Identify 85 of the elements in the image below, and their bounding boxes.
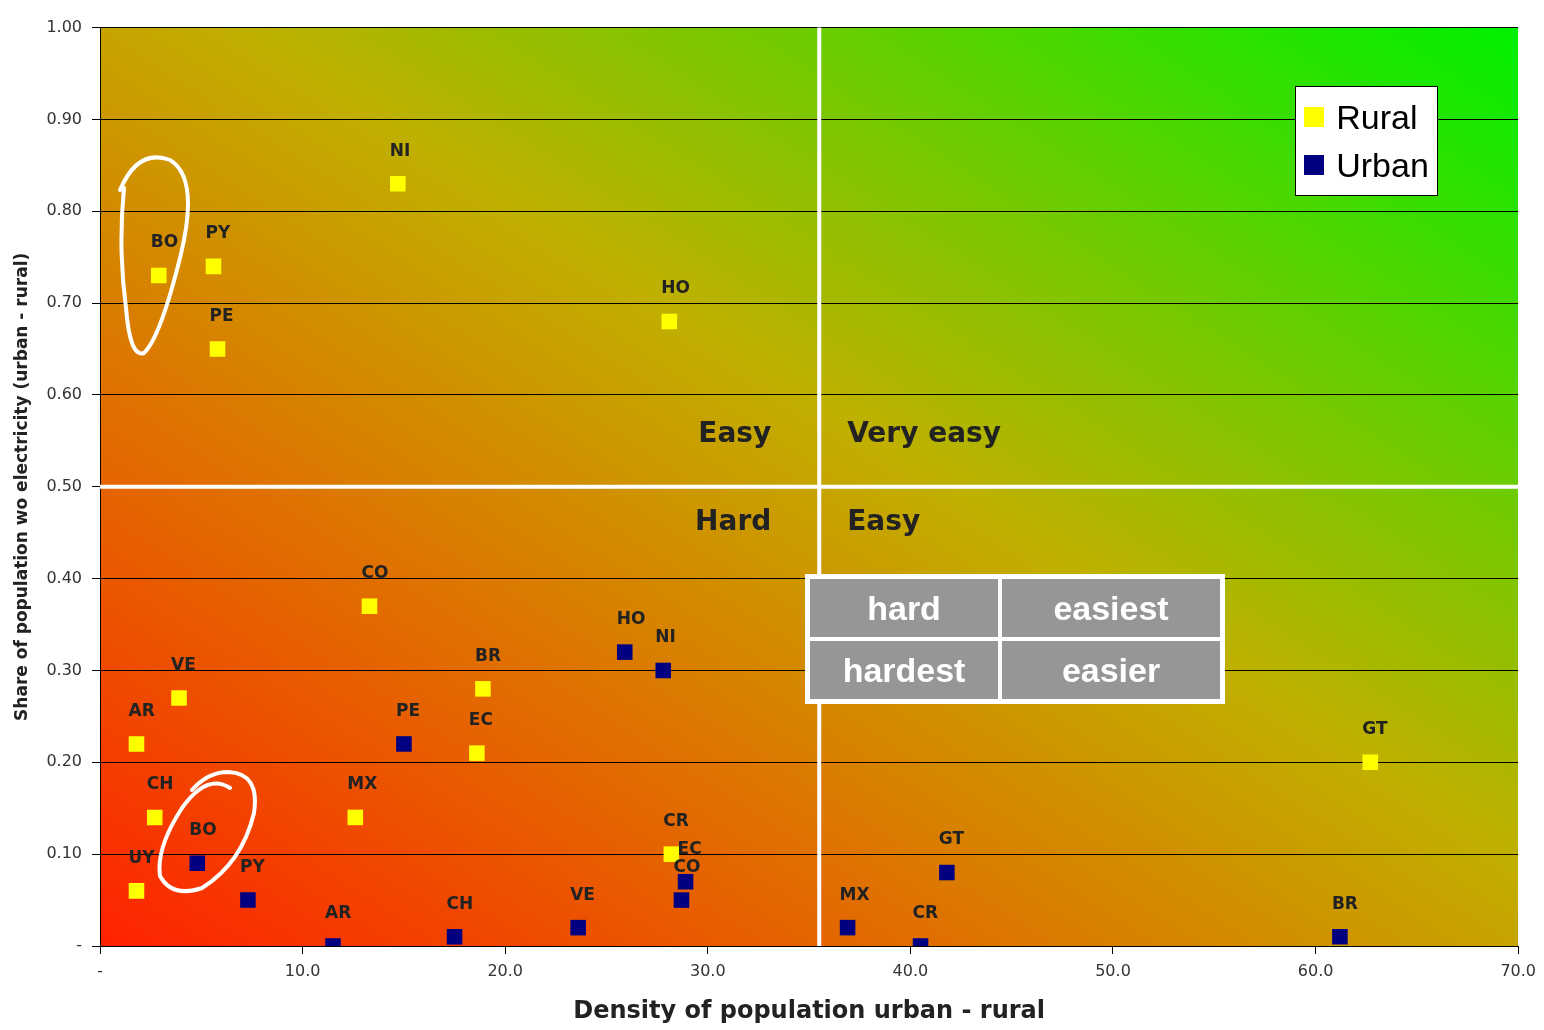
data-label: AR: [325, 901, 352, 922]
point: [361, 598, 378, 614]
annotation: Easy: [698, 416, 772, 450]
point: [655, 662, 672, 679]
data-label: PE: [395, 699, 420, 720]
point: [347, 809, 364, 826]
point: [209, 341, 226, 357]
y-tick-label: 0.60: [46, 384, 83, 404]
data-label: CO: [361, 562, 389, 583]
legend-label: Rural: [1336, 96, 1418, 138]
x-tick-label: 40.0: [892, 960, 929, 980]
data-label: BO: [189, 819, 217, 840]
data-label: AR: [128, 699, 155, 720]
legend-label: Urban: [1336, 144, 1429, 186]
x-tick-label: -: [97, 960, 103, 980]
data-label: GT: [938, 828, 965, 849]
data-label: HO: [661, 277, 690, 298]
y-tick-label: 0.90: [46, 108, 83, 128]
point: [673, 892, 690, 908]
point: [1362, 754, 1379, 771]
point: [128, 736, 145, 752]
point: [475, 681, 491, 697]
data-label: HO: [616, 608, 646, 629]
data-label: NI: [655, 626, 676, 647]
x-tick-label: 50.0: [1095, 960, 1131, 980]
point: [146, 809, 163, 826]
point: [189, 855, 206, 872]
x-tick-label: 10.0: [284, 960, 321, 980]
y-tick-label: 0.70: [46, 292, 83, 312]
annotation: Hard: [695, 504, 772, 538]
data-label: NI: [389, 139, 411, 160]
point: [240, 892, 256, 908]
point: [205, 258, 222, 275]
y-tick-label: 0.50: [46, 475, 83, 495]
y-tick-label: 0.10: [46, 843, 83, 863]
point: [1332, 929, 1348, 945]
annotation: hardest: [810, 641, 999, 700]
annotation: easier: [1002, 641, 1221, 700]
y-tick-label: -: [76, 935, 83, 955]
data-label: EC: [677, 837, 702, 858]
data-label: CR: [663, 810, 689, 831]
point: [939, 864, 955, 881]
y-tick-label: 0.20: [46, 751, 83, 771]
x-tick-label: 20.0: [487, 960, 524, 980]
data-label: PY: [205, 222, 231, 243]
y-tick-label: 0.80: [46, 200, 83, 220]
annotation: Easy: [847, 504, 921, 538]
annotation: hard: [810, 579, 999, 638]
y-axis-title: Share of population wo electricity (urban - rural): [10, 252, 31, 721]
point: [570, 919, 586, 936]
point: [390, 175, 406, 192]
data-label: PE: [209, 304, 234, 325]
x-tick-label: 70.0: [1500, 960, 1536, 980]
data-label: CR: [912, 901, 939, 922]
point: [677, 873, 694, 890]
data-label: CH: [446, 892, 474, 913]
y-tick-label: 1.00: [46, 16, 83, 36]
x-tick-label: 30.0: [690, 960, 726, 980]
x-tick-label: 60.0: [1297, 960, 1334, 980]
point: [151, 267, 167, 284]
point: [616, 644, 633, 660]
data-label: GT: [1362, 718, 1388, 739]
point: [469, 745, 485, 761]
point: [661, 313, 678, 330]
data-label: CH: [146, 773, 174, 794]
point: [171, 690, 187, 706]
x-axis-title: Density of population urban - rural: [573, 995, 1045, 1024]
annotation: Very easy: [847, 416, 1001, 450]
data-label: EC: [468, 709, 493, 730]
y-tick-label: 0.40: [46, 567, 83, 587]
data-label: VE: [171, 653, 196, 674]
data-label: CO: [673, 856, 701, 876]
data-label: BR: [474, 644, 501, 665]
annotation: easiest: [1002, 579, 1221, 638]
point: [128, 883, 145, 899]
data-label: BO: [150, 231, 179, 252]
point: [839, 919, 856, 936]
data-label: VE: [570, 883, 595, 904]
data-label: BR: [1331, 892, 1358, 913]
data-label: MX: [347, 773, 378, 794]
point: [446, 929, 463, 945]
data-label: MX: [839, 883, 870, 904]
y-tick-label: 0.30: [46, 659, 83, 679]
data-label: PY: [239, 856, 266, 876]
point: [396, 736, 412, 752]
